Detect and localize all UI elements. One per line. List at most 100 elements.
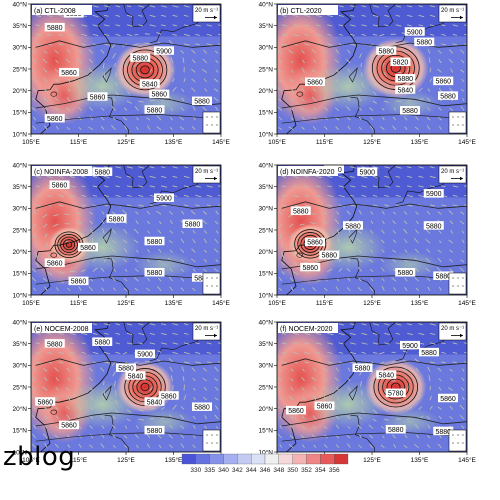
colorbar: 330 335 340 342 344 346 348 350 352 354 356: [181, 453, 349, 474]
contour-label: 5860: [161, 393, 177, 400]
contour-label: 5860: [302, 265, 318, 272]
lat-tick-label: 30°N: [12, 205, 27, 213]
contour-label: 5860: [307, 240, 323, 247]
contour-label: 5880: [293, 209, 309, 216]
lon-tick-label: 125°E: [117, 456, 135, 464]
panel-title: (d) NOINFA-2020: [280, 169, 335, 176]
lat-tick-label: 20°N: [12, 248, 27, 256]
lat-tick-label: 15°N: [258, 427, 273, 435]
lon-tick-label: 115°E: [70, 456, 88, 464]
lon-tick-label: 135°E: [411, 456, 429, 464]
panel-title: (e) NOCEM-2008: [34, 326, 89, 333]
lat-tick-label: 35°N: [12, 22, 27, 30]
colorbar-tick-label: 356: [329, 467, 340, 474]
lat-tick-label: 35°N: [12, 183, 27, 191]
contour-label: 5860: [80, 245, 96, 252]
svg-text:20 m s⁻¹: 20 m s⁻¹: [195, 326, 218, 332]
colorbar-tick-label: 352: [301, 467, 312, 474]
lon-tick-label: 135°E: [165, 299, 183, 307]
map-field: 5880 5860 5900 5880 5880 5860 5880 5860 5880 5880…: [31, 165, 221, 295]
contour-label: 5880: [345, 223, 361, 230]
lat-tick-label: 30°N: [258, 205, 273, 213]
colorbar-swatch: [237, 453, 252, 465]
reference-vector: 20 m s⁻¹: [192, 322, 221, 341]
contour-label: 5860: [307, 80, 323, 87]
lon-tick-label: 125°E: [363, 299, 381, 307]
lat-tick-label: 20°N: [258, 248, 273, 256]
contour-label: 5840: [128, 373, 144, 380]
contour-label: 5860: [288, 408, 304, 415]
reference-vector: 20 m s⁻¹: [192, 4, 221, 23]
contour-label: 5860: [435, 79, 451, 86]
svg-text:20 m s⁻¹: 20 m s⁻¹: [195, 169, 218, 175]
colorbar-tick-label: 346: [260, 467, 271, 474]
contour-labels: 5880 5860 5900 5880 5880 5860 5880 5860 5880 5880…: [44, 167, 212, 286]
lat-tick-label: 10°N: [12, 448, 27, 456]
reference-vector: 20 m s⁻¹: [438, 322, 467, 341]
map-field: 5900588059005880588058805860588058605880…: [277, 165, 467, 295]
contour-label: 5880: [435, 274, 451, 281]
lon-tick-label: 125°E: [117, 299, 135, 307]
contour-label: 5780: [388, 391, 404, 398]
lon-tick-label: 115°E: [316, 299, 334, 307]
colorbar-tick-label: 350: [287, 467, 298, 474]
colorbar-swatch: [292, 453, 307, 465]
colorbar-tick-label: 340: [218, 467, 229, 474]
svg-text:20 m s⁻¹: 20 m s⁻¹: [195, 8, 218, 14]
contour-label: 5880: [94, 340, 110, 347]
lon-tick-label: 145°E: [458, 299, 476, 307]
lat-tick-label: 40°N: [12, 0, 27, 8]
lon-tick-label: 115°E: [70, 299, 88, 307]
map-panel-d: 5900588059005880588058805860588058605880…: [252, 161, 492, 311]
contour-label: 5880: [402, 108, 418, 115]
lat-tick-label: 20°N: [12, 405, 27, 413]
map-panel-e: 5880 5880 5900 5880 5840 5840 5860 5860 5860 5880…: [6, 318, 246, 468]
contour-label: 5900: [426, 191, 442, 198]
inset-map: [448, 111, 467, 134]
lon-tick-label: 135°E: [165, 456, 183, 464]
svg-text:20 m s⁻¹: 20 m s⁻¹: [441, 326, 464, 332]
lat-tick-label: 40°N: [12, 161, 27, 169]
contour-label: 5860: [71, 279, 87, 286]
lat-tick-label: 15°N: [12, 270, 27, 278]
map-panel-b: 5900 5880 5880 5820 5880 5860 5840 5860 5880 5880…: [252, 0, 492, 150]
contour-label: 5880: [194, 405, 210, 412]
lon-tick-label: 145°E: [212, 299, 230, 307]
map-panel-f: 5900 5880 5880 5840 5780 5860 5860 5860 5880 5880…: [252, 318, 492, 468]
contour-label: 5840: [378, 372, 394, 379]
contour-label: 5880: [132, 55, 148, 62]
contour-label: 5880: [147, 107, 163, 114]
colorbar-swatch: [209, 453, 224, 465]
contour-label: 5900: [407, 29, 423, 36]
contour-label: 5880: [109, 216, 125, 223]
lat-tick-label: 15°N: [12, 427, 27, 435]
contour-label: 5900: [156, 48, 172, 55]
colorbar-swatch: [251, 453, 266, 465]
watermark-text: zblog: [3, 442, 76, 472]
colorbar-swatch: [181, 453, 196, 465]
lat-tick-label: 20°N: [258, 405, 273, 413]
contour-label: 5900: [137, 352, 153, 359]
inset-map: [202, 272, 221, 295]
colorbar-tick-label: 354: [315, 467, 326, 474]
contour-label: 5860: [47, 261, 63, 268]
colorbar-swatch: [320, 453, 335, 465]
panel-title: (f) NOCEM-2020: [280, 326, 333, 333]
lon-tick-label: 105°E: [22, 299, 40, 307]
lon-tick-label: 105°E: [268, 299, 286, 307]
contour-labels: 5900 5880 5880 5820 5880 5860 5840 5860 5880 5880: [305, 27, 458, 115]
lat-tick-label: 25°N: [12, 226, 27, 234]
panel-title: (c) NOINFA-2008: [34, 169, 88, 176]
lat-tick-label: 10°N: [258, 291, 273, 299]
contour-label: 5860: [52, 183, 68, 190]
lat-tick-label: 15°N: [258, 109, 273, 117]
contour-label: 5840: [147, 399, 163, 406]
map-panel-a: 5880588059005880586058405860586058805880…: [6, 0, 246, 150]
reference-vector: 20 m s⁻¹: [438, 4, 467, 23]
lon-tick-label: 145°E: [212, 138, 230, 146]
contour-label: 5880: [416, 40, 432, 47]
contour-label: 5880: [421, 350, 437, 357]
colorbar-swatch: [306, 453, 321, 465]
panel-title: (a) CTL-2008: [34, 8, 76, 15]
